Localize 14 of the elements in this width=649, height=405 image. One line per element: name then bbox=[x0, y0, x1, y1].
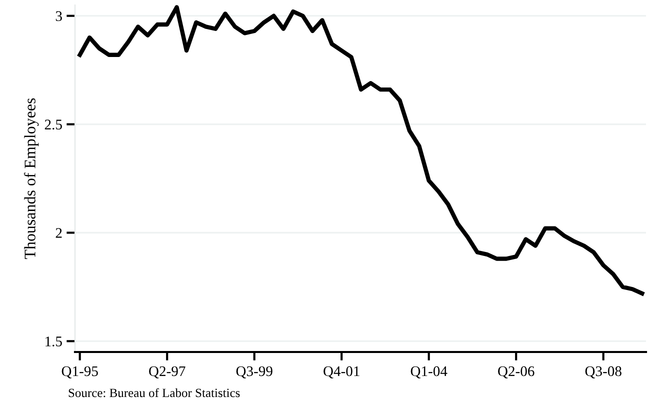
x-tick-label: Q4-01 bbox=[324, 366, 360, 378]
x-tick-label: Q2-06 bbox=[498, 366, 534, 378]
x-tick-label: Q3-99 bbox=[236, 366, 272, 378]
y-tick-label: 2 bbox=[56, 228, 62, 238]
y-tick-label: 1.5 bbox=[46, 336, 62, 346]
line-series bbox=[78, 5, 644, 296]
y-tick-label: 3 bbox=[56, 11, 62, 22]
x-tick-label: Q2-97 bbox=[149, 366, 186, 378]
x-tick-label: Q1-04 bbox=[410, 366, 448, 378]
source-note: Source: Bureau of Labor Statistics bbox=[68, 388, 240, 398]
y-tick-label: 2.5 bbox=[44, 120, 62, 130]
x-tick-label: Q3-08 bbox=[585, 366, 622, 378]
y-axis-title: Thousands of Employees bbox=[24, 98, 39, 259]
x-tick-label: Q1-95 bbox=[62, 366, 98, 378]
